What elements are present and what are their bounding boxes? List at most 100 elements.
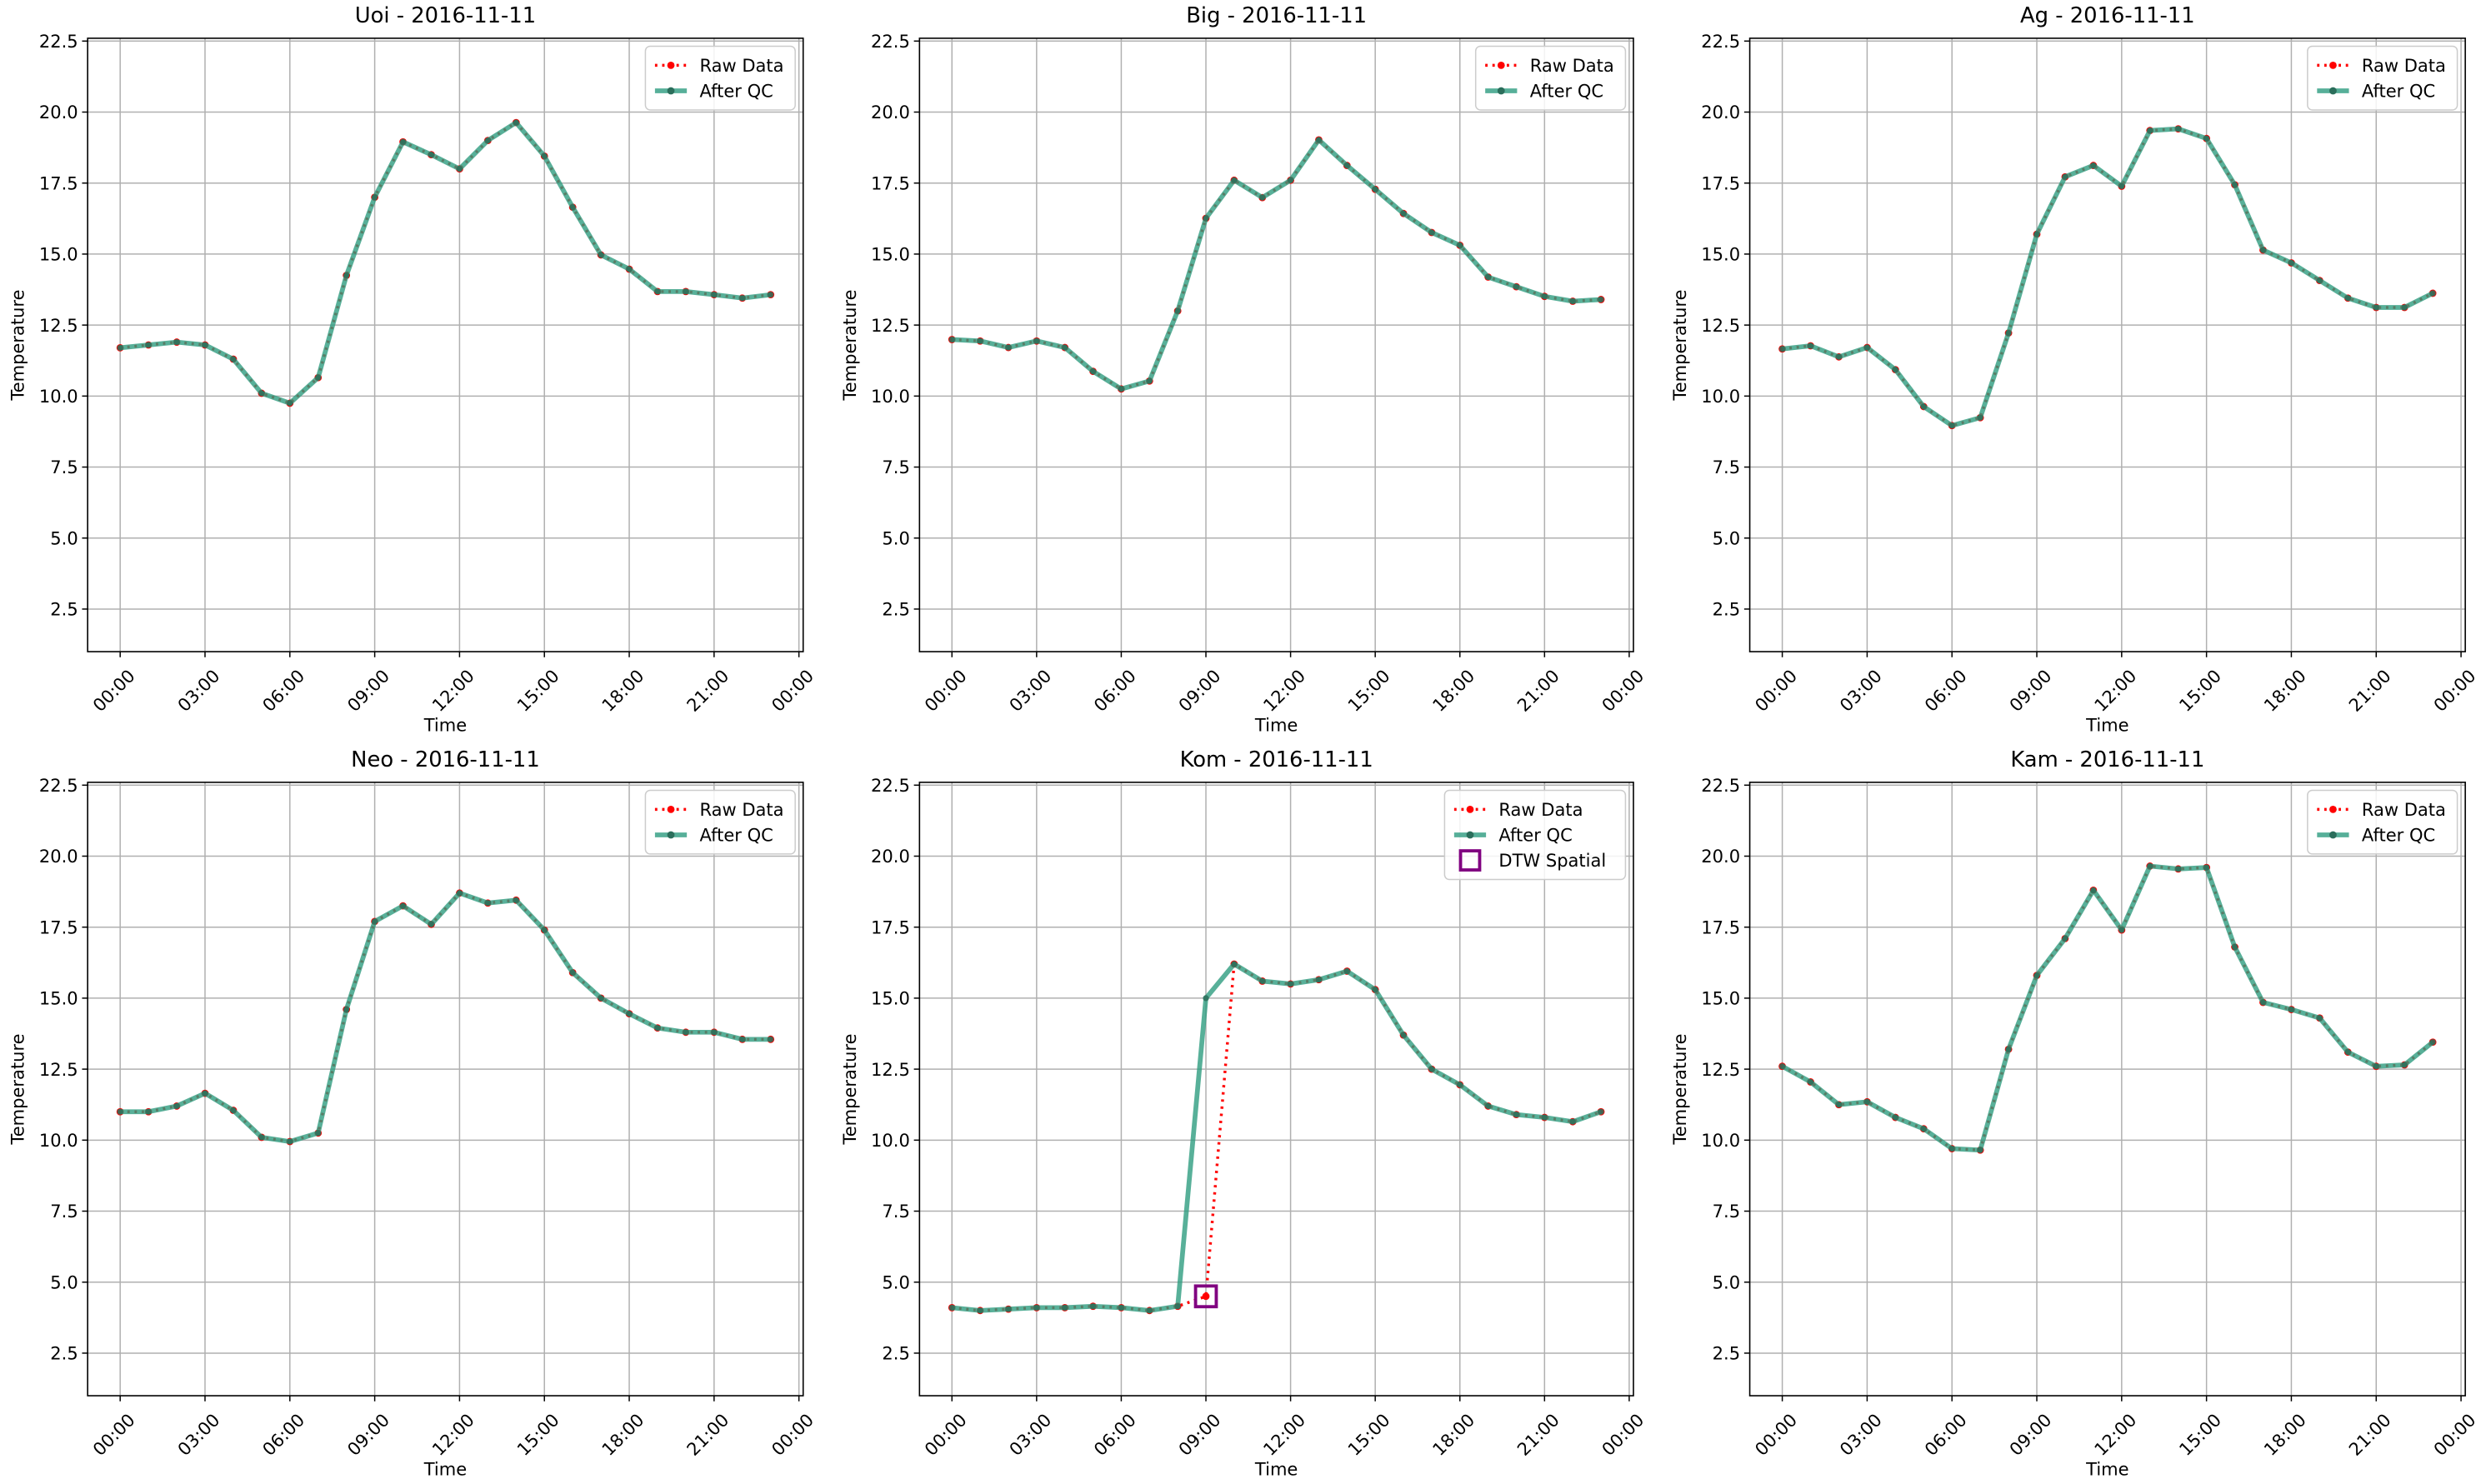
y-axis-label: Temperature <box>839 1033 860 1145</box>
y-tick-label: 2.5 <box>1713 1343 1740 1364</box>
qc-point <box>1372 186 1378 192</box>
x-tick-label: 00:00 <box>2429 1409 2480 1460</box>
x-tick-label: 18:00 <box>1428 1409 1479 1460</box>
qc-point <box>1428 1066 1435 1072</box>
qc-point <box>2090 887 2097 894</box>
x-tick-label: 00:00 <box>88 665 139 716</box>
qc-point <box>2175 866 2182 872</box>
legend-label: After QC <box>699 825 773 846</box>
qc-point <box>287 400 293 407</box>
qc-point <box>711 292 718 298</box>
legend-label: Raw Data <box>699 55 783 76</box>
qc-point <box>1343 967 1350 975</box>
y-tick-label: 20.0 <box>871 846 910 867</box>
qc-point <box>173 1102 180 1110</box>
qc-point <box>1778 1063 1786 1070</box>
qc-point <box>1231 177 1238 183</box>
qc-point <box>2259 247 2267 253</box>
legend-label: Raw Data <box>1530 55 1614 76</box>
qc-point <box>739 295 746 302</box>
qc-point <box>598 995 604 1002</box>
x-tick-label: 21:00 <box>2344 665 2395 716</box>
qc-point <box>1118 386 1125 392</box>
qc-point <box>683 288 689 295</box>
qc-point <box>654 288 661 295</box>
x-tick-label: 09:00 <box>2005 1409 2056 1460</box>
qc-point <box>1920 1126 1927 1132</box>
x-axis-label: Time <box>2085 715 2128 736</box>
x-tick-label: 18:00 <box>598 1409 648 1460</box>
raw-line <box>120 121 771 405</box>
qc-point <box>977 337 983 344</box>
y-tick-label: 12.5 <box>871 315 910 336</box>
legend-box <box>1443 789 1627 881</box>
qc-point <box>456 166 463 172</box>
y-tick-label: 10.0 <box>871 1130 910 1151</box>
qc-point <box>2147 862 2153 870</box>
qc-point <box>117 1108 123 1115</box>
y-tick-label: 12.5 <box>1701 315 1740 336</box>
x-tick-label: 18:00 <box>1428 665 1479 716</box>
y-axis-label: Temperature <box>1669 1033 1690 1145</box>
qc-point <box>2231 943 2238 951</box>
qc-point <box>948 1304 955 1312</box>
qc-point <box>948 336 955 343</box>
qc-point <box>1863 1098 1871 1105</box>
x-tick-label: 03:00 <box>1005 665 1056 716</box>
x-tick-label: 18:00 <box>2259 1409 2310 1460</box>
y-tick-label: 22.5 <box>39 775 78 796</box>
qc-line <box>120 890 771 1144</box>
legend-box <box>2307 45 2458 111</box>
qc-point <box>541 152 548 159</box>
legend-swatch <box>1466 831 1474 839</box>
legend-label: After QC <box>1498 825 1572 846</box>
chart-title: Ag - 2016-11-11 <box>2020 3 2195 28</box>
qc-point <box>1484 273 1492 281</box>
qc-point <box>1920 403 1927 410</box>
legend-swatch <box>667 62 675 69</box>
qc-point <box>1400 210 1407 217</box>
legend-label: DTW Spatial <box>1498 850 1606 871</box>
x-tick-label: 06:00 <box>1920 665 1971 716</box>
qc-line <box>951 962 1603 1313</box>
qc-point <box>1089 1303 1097 1310</box>
qc-point <box>1118 1304 1125 1312</box>
qc-point <box>1315 977 1323 983</box>
qc-point <box>456 890 463 897</box>
x-tick-label: 09:00 <box>1174 1409 1225 1460</box>
y-tick-label: 2.5 <box>882 599 909 620</box>
qc-point <box>1569 1118 1576 1125</box>
qc-point <box>2062 173 2068 180</box>
qc-point <box>2033 972 2040 979</box>
qc-point <box>1203 215 1209 222</box>
x-tick-label: 00:00 <box>920 665 971 716</box>
qc-point <box>428 151 435 158</box>
axes-frame <box>87 782 804 1397</box>
y-tick-label: 20.0 <box>1701 102 1740 122</box>
legend-label: After QC <box>2362 825 2435 846</box>
x-tick-label: 12:00 <box>428 1409 478 1460</box>
qc-line <box>1781 863 2434 1153</box>
flag-marker <box>1193 1284 1218 1309</box>
x-tick-label: 00:00 <box>1751 1409 1802 1460</box>
y-tick-label: 20.0 <box>871 102 910 122</box>
x-tick-label: 00:00 <box>2429 665 2480 716</box>
qc-point <box>1287 177 1294 183</box>
legend-label: After QC <box>699 81 773 102</box>
x-tick-label: 21:00 <box>2344 1409 2395 1460</box>
axes-frame <box>87 37 804 652</box>
x-tick-label: 00:00 <box>1598 1409 1648 1460</box>
legend-swatch <box>1497 87 1505 95</box>
y-tick-label: 17.5 <box>1701 917 1740 937</box>
qc-point <box>315 374 322 381</box>
qc-point <box>2118 182 2125 190</box>
legend-label: Raw Data <box>1498 799 1583 820</box>
y-axis-label: Temperature <box>8 1033 28 1145</box>
qc-point <box>371 194 378 201</box>
qc-point <box>2175 125 2182 132</box>
y-tick-label: 12.5 <box>39 315 78 336</box>
x-axis-label: Time <box>1254 715 1298 736</box>
x-tick-label: 15:00 <box>2175 1409 2226 1460</box>
y-tick-label: 7.5 <box>1713 457 1740 477</box>
qc-point <box>2429 290 2436 297</box>
